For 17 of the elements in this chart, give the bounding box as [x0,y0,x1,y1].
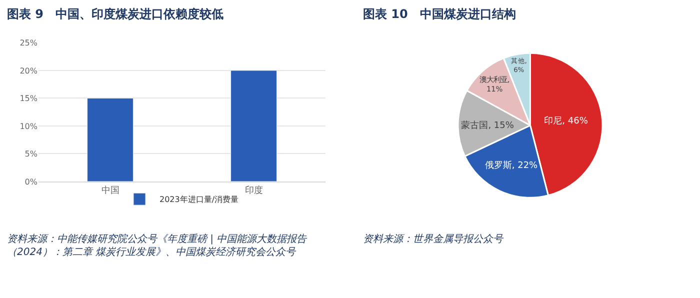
chart-title: 图表 10 中国煤炭进口结构 [363,7,516,21]
legend-label: 2023年进口量/消费量 [160,195,239,204]
slice-label: 蒙古国, 15% [461,120,514,131]
x-tick-label: 印度 [244,185,263,196]
chart-title: 图表 9 中国、印度煤炭进口依赖度较低 [7,7,224,21]
text: 资料来源：世界金属导报公众号 [363,233,504,245]
slice-label: 印尼, 46% [544,115,588,126]
slice-label: 俄罗斯, 22% [484,160,538,171]
x-tick-label: 中国 [101,185,120,196]
y-tick-label: 25% [20,38,38,48]
y-tick-label: 5% [24,150,38,159]
text: 资料来源：中能传媒研究院公众号《年度重磅 | 中国能源大数据报告（2024）：第二章 煤炭行业发展》、中国煤炭经济研究会公众号 [7,233,308,258]
y-tick-label: 15% [20,94,38,104]
slice-label: 澳大利亚, 11% [479,75,510,94]
y-tick-label: 10% [20,122,38,131]
y-tick-label: 20% [20,66,38,76]
y-tick-label: 0% [24,177,38,186]
